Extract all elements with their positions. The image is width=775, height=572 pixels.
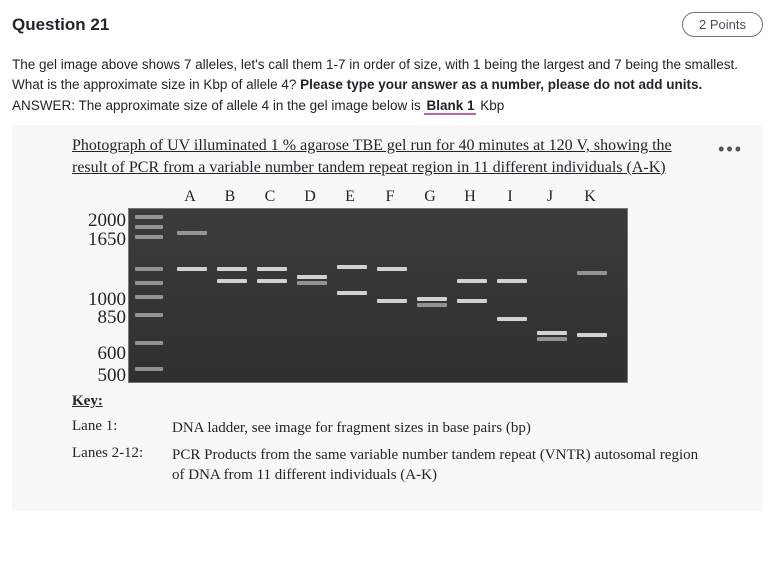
ladder-band [135,367,163,371]
ladder-band [135,267,163,271]
lane-header: K [570,188,610,206]
answer-blank[interactable]: Blank 1 [424,98,476,115]
ladder-label: 500 [98,366,127,385]
key-desc: DNA ladder, see image for fragment sizes… [172,418,703,438]
question-body: The gel image above shows 7 alleles, let… [12,55,763,94]
gel-band [377,267,407,271]
key-section: Key: Lane 1:DNA ladder, see image for fr… [72,393,703,485]
gel-band [217,279,247,283]
gel-band [297,281,327,285]
lane-header: C [250,188,290,206]
gel-band [217,267,247,271]
gel-band [577,333,607,337]
gel-band [337,265,367,269]
ladder-band [135,235,163,239]
lane-header: F [370,188,410,206]
question-text-bold: Please type your answer as a number, ple… [300,77,702,92]
key-title: Key: [72,393,703,410]
ladder-band [135,225,163,229]
lane-header: I [490,188,530,206]
gel-region: 200016501000850600500 ABCDEFGHIJK [72,188,703,383]
ladder-label: 600 [98,344,127,363]
gel-band [257,279,287,283]
key-row: Lanes 2-12:PCR Products from the same va… [72,445,703,486]
gel-band [457,279,487,283]
ladder-label: 1650 [88,230,126,249]
gel-band [257,267,287,271]
ladder-band [135,341,163,345]
answer-suffix: Kbp [476,98,504,113]
lane-header: J [530,188,570,206]
lane-header: E [330,188,370,206]
lane-header: D [290,188,330,206]
gel-band [177,231,207,235]
gel-band [337,291,367,295]
key-desc: PCR Products from the same variable numb… [172,445,703,486]
gel-caption: Photograph of UV illuminated 1 % agarose… [72,135,703,178]
lane-header: H [450,188,490,206]
ladder-labels: 200016501000850600500 [72,188,128,378]
gel-image-panel: ••• Photograph of UV illuminated 1 % aga… [12,125,763,511]
gel-band [497,279,527,283]
gel-band [177,267,207,271]
ladder-band [135,295,163,299]
gel-box [128,208,628,383]
answer-line: ANSWER: The approximate size of allele 4… [12,98,763,113]
question-title: Question 21 [12,15,109,35]
ladder-band [135,215,163,219]
lane-header-row: ABCDEFGHIJK [170,188,703,206]
key-lane-label: Lane 1: [72,418,172,438]
gel-stack: ABCDEFGHIJK [128,188,703,383]
gel-band [537,337,567,341]
gel-band [377,299,407,303]
ladder-label: 850 [98,308,127,327]
key-row: Lane 1:DNA ladder, see image for fragmen… [72,418,703,438]
lane-header: G [410,188,450,206]
points-pill: 2 Points [682,12,763,37]
overflow-menu-icon[interactable]: ••• [718,139,743,160]
question-header: Question 21 2 Points [12,12,763,37]
lane-header: B [210,188,250,206]
ladder-band [135,281,163,285]
lane-header: A [170,188,210,206]
gel-band [537,331,567,335]
answer-prefix: ANSWER: The approximate size of allele 4… [12,98,424,113]
gel-band [297,275,327,279]
ladder-label: 2000 [88,211,126,230]
gel-band [417,303,447,307]
gel-band [457,299,487,303]
key-lane-label: Lanes 2-12: [72,445,172,486]
ladder-band [135,313,163,317]
gel-band [417,297,447,301]
gel-band [497,317,527,321]
gel-band [577,271,607,275]
